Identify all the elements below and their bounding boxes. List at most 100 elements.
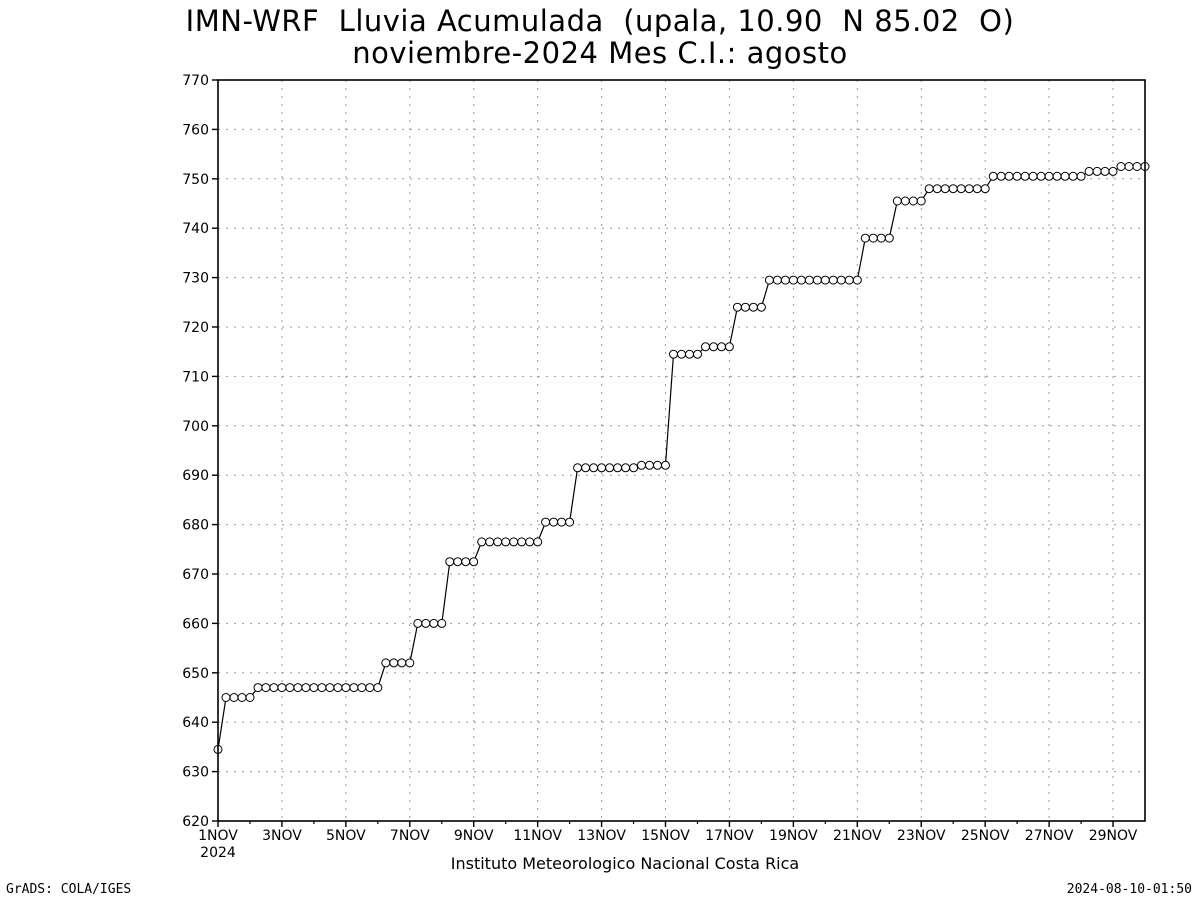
x-tick-label: 13NOV xyxy=(577,828,626,844)
data-point xyxy=(613,463,623,473)
data-point xyxy=(229,693,239,702)
data-point xyxy=(812,275,822,285)
x-axis: 1NOV 3NOV 5NOV 7NOV 9NOV 11NOV 13NOV 15NOV 17NOV… xyxy=(198,821,1138,861)
x-tick-label: 19NOV xyxy=(769,828,818,844)
data-point xyxy=(1028,171,1038,181)
data-point xyxy=(972,184,982,194)
data-point xyxy=(876,233,886,243)
y-tick-label: 670 xyxy=(182,567,209,583)
data-point xyxy=(309,683,319,693)
data-point xyxy=(485,537,495,547)
data-point xyxy=(892,196,902,206)
data-point xyxy=(709,342,718,352)
data-point xyxy=(573,463,583,473)
data-point xyxy=(277,683,287,693)
grid-lines xyxy=(218,80,1145,821)
data-point xyxy=(557,517,567,527)
data-point xyxy=(1020,171,1030,181)
data-point xyxy=(924,184,934,194)
x-tick-label: 17NOV xyxy=(705,828,754,844)
data-point xyxy=(677,349,686,359)
data-point xyxy=(301,683,311,693)
data-point xyxy=(1076,171,1086,181)
data-point xyxy=(908,196,918,206)
y-tick-label: 730 xyxy=(182,271,209,287)
y-tick-label: 770 xyxy=(182,73,209,89)
data-point xyxy=(469,557,479,567)
data-point xyxy=(980,184,990,194)
data-point xyxy=(349,683,359,693)
y-tick-label: 650 xyxy=(182,666,209,682)
data-point xyxy=(964,184,974,194)
data-point xyxy=(605,463,615,473)
data-point xyxy=(285,683,295,693)
data-point xyxy=(581,463,591,473)
data-point xyxy=(565,517,575,527)
y-tick-label: 750 xyxy=(182,172,209,188)
data-point xyxy=(397,658,407,668)
x-tick-label: 27NOV xyxy=(1025,828,1074,844)
data-point xyxy=(501,537,511,547)
chart-subtitle: noviembre-2024 Mes C.I.: agosto xyxy=(352,36,848,70)
data-point xyxy=(509,537,519,547)
timestamp: 2024-08-10-01:50 xyxy=(1066,882,1192,897)
data-point xyxy=(844,275,854,285)
y-tick-label: 660 xyxy=(182,616,209,632)
institution-label: Instituto Meteorologico Nacional Costa R… xyxy=(450,854,800,873)
data-point xyxy=(1012,171,1022,181)
data-point xyxy=(477,537,487,547)
data-point xyxy=(724,342,734,352)
y-tick-label: 680 xyxy=(182,518,209,534)
data-point xyxy=(541,517,551,527)
software-credit: GrADS: COLA/IGES xyxy=(6,882,132,897)
data-point xyxy=(645,460,654,470)
data-point xyxy=(1108,166,1118,176)
data-point xyxy=(748,302,758,312)
data-point xyxy=(1036,171,1046,181)
data-point xyxy=(1084,166,1094,176)
data-point xyxy=(269,683,279,693)
x-tick-label: 23NOV xyxy=(897,828,946,844)
y-tick-label: 620 xyxy=(182,814,209,830)
data-point xyxy=(653,460,662,470)
data-point xyxy=(764,275,774,285)
data-point xyxy=(940,184,950,194)
data-point xyxy=(669,349,678,359)
data-point xyxy=(445,557,455,567)
x-tick-label: 1NOV xyxy=(198,828,238,844)
data-point xyxy=(629,463,639,473)
y-axis: 620 630 640 650 660 670 680 690 700 710 720 730 740 7… xyxy=(182,73,218,830)
y-tick-label: 710 xyxy=(182,369,209,385)
data-point xyxy=(1124,162,1134,171)
data-point xyxy=(261,683,271,693)
chart-title: IMN-WRF Lluvia Acumulada (upala, 10.90 N… xyxy=(185,4,1015,38)
y-tick-label: 700 xyxy=(182,419,209,435)
y-tick-label: 690 xyxy=(182,468,209,484)
x-tick-label: 5NOV xyxy=(326,828,366,844)
data-point xyxy=(693,349,702,359)
data-point xyxy=(325,683,335,693)
data-point xyxy=(804,275,814,285)
y-tick-label: 760 xyxy=(182,122,209,138)
data-point xyxy=(988,171,998,181)
data-point xyxy=(1004,171,1014,181)
data-point xyxy=(525,537,535,547)
x-tick-label: 3NOV xyxy=(262,828,302,844)
data-point xyxy=(597,463,607,473)
data-point xyxy=(549,517,559,527)
y-tick-label: 640 xyxy=(182,715,209,731)
data-point xyxy=(621,463,631,473)
x-tick-label: 21NOV xyxy=(833,828,882,844)
data-point xyxy=(685,349,694,359)
x-tick-label: 15NOV xyxy=(641,828,690,844)
data-point xyxy=(405,658,415,668)
data-point xyxy=(740,302,750,312)
data-point xyxy=(820,275,830,285)
x-tick-label: 25NOV xyxy=(961,828,1010,844)
data-point xyxy=(429,618,439,628)
data-point xyxy=(517,537,527,547)
data-point xyxy=(461,557,471,567)
data-point xyxy=(381,658,391,668)
data-point xyxy=(772,275,782,285)
